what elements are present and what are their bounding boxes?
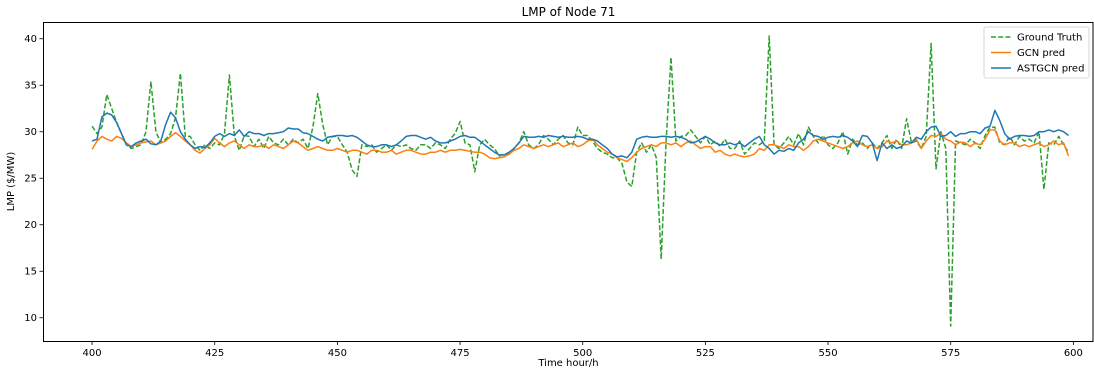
- y-tick-label: 30: [24, 127, 37, 138]
- y-tick-label: 25: [24, 174, 37, 185]
- x-tick-label: 400: [83, 348, 102, 359]
- plot-frame: [43, 22, 1094, 342]
- y-tick-label: 20: [24, 220, 37, 231]
- x-tick-label: 600: [1064, 348, 1083, 359]
- legend: Ground Truth GCN pred ASTGCN pred: [983, 26, 1090, 79]
- legend-box: [983, 26, 1090, 79]
- legend-label: Ground Truth: [1017, 33, 1082, 44]
- x-tick-label: 550: [818, 348, 837, 359]
- series-line-astgcn-pred: [91, 109, 1069, 162]
- legend-label: ASTGCN pred: [1017, 64, 1084, 75]
- x-tick-label: 575: [941, 348, 960, 359]
- legend-label: GCN pred: [1017, 48, 1065, 59]
- series-line-gcn-pred: [91, 129, 1070, 163]
- y-tick-label: 10: [24, 313, 37, 324]
- y-tick-label: 35: [24, 81, 37, 92]
- x-tick-label: 475: [451, 348, 470, 359]
- y-axis: 10 15 20 25 30 35 40: [24, 34, 44, 324]
- x-tick-label: 525: [696, 348, 715, 359]
- x-tick-label: 450: [328, 348, 347, 359]
- x-axis: 400 425 450 475 500 525 550 575 600: [83, 341, 1083, 359]
- x-tick-label: 425: [205, 348, 224, 359]
- y-tick-label: 40: [24, 34, 37, 45]
- x-axis-title: Time hour/h: [537, 358, 598, 369]
- series-line-ground-truth: [91, 35, 1070, 327]
- chart-title: LMP of Node 71: [522, 5, 616, 19]
- y-tick-label: 15: [24, 267, 37, 278]
- y-axis-title: LMP ($/MW): [6, 152, 17, 212]
- plot-series: [91, 35, 1070, 327]
- x-tick-label: 500: [573, 348, 592, 359]
